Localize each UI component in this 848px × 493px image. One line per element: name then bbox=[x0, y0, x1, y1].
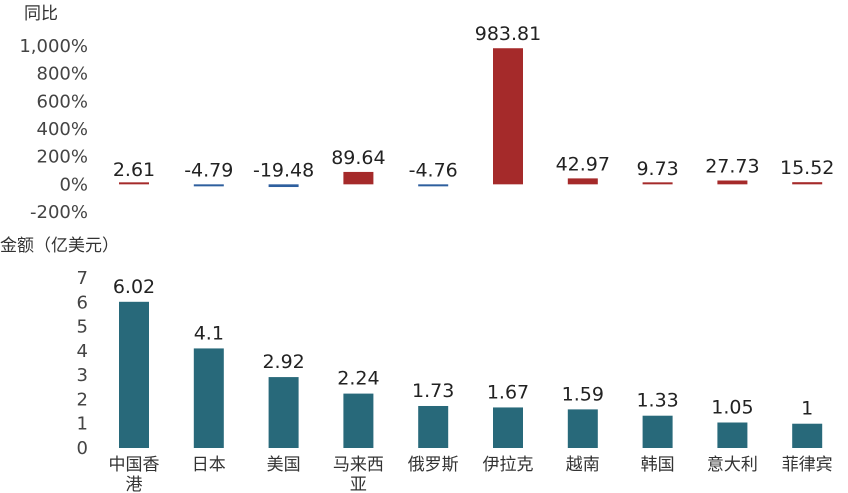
top-chart-bars bbox=[119, 48, 823, 188]
category-label: 菲律宾 bbox=[782, 455, 833, 475]
top-bar bbox=[642, 182, 673, 185]
top-data-label: 2.61 bbox=[113, 159, 155, 181]
bottom-data-label: 1.73 bbox=[412, 380, 454, 402]
top-data-label: 89.64 bbox=[331, 147, 385, 169]
bottom-data-label: 6.02 bbox=[113, 276, 155, 298]
top-bar bbox=[268, 184, 299, 188]
bottom-bar bbox=[193, 348, 224, 448]
top-data-label: -19.48 bbox=[253, 159, 314, 181]
top-y-tick-label: 200% bbox=[37, 147, 88, 168]
top-bar bbox=[193, 184, 224, 187]
top-chart-y-axis: -200% 0% 200% 400% 600% 800% 1,000% bbox=[19, 36, 88, 223]
bottom-y-tick-label: 4 bbox=[77, 341, 88, 362]
bottom-data-label: 1.67 bbox=[487, 381, 529, 403]
bottom-data-label: 1.05 bbox=[711, 397, 753, 419]
bottom-bar bbox=[119, 301, 149, 448]
category-label: 马来西 bbox=[333, 455, 384, 475]
top-data-label: -4.79 bbox=[184, 159, 233, 181]
bottom-chart-ylabel: 金额（亿美元） bbox=[0, 236, 119, 256]
category-label: 韩国 bbox=[641, 455, 675, 475]
category-label: 港 bbox=[126, 475, 143, 493]
bottom-y-tick-label: 0 bbox=[77, 438, 88, 459]
bottom-bar bbox=[642, 415, 673, 448]
bottom-bar bbox=[343, 393, 374, 448]
top-bar bbox=[792, 182, 823, 185]
bottom-data-label: 1 bbox=[801, 398, 813, 420]
bottom-y-tick-label: 5 bbox=[77, 317, 88, 338]
bottom-y-tick-label: 1 bbox=[77, 414, 88, 435]
category-label: 日本 bbox=[192, 455, 226, 475]
bottom-y-tick-label: 6 bbox=[77, 292, 88, 313]
top-data-label: 15.52 bbox=[780, 157, 834, 179]
bottom-data-label: 2.24 bbox=[337, 368, 379, 390]
top-data-label: 27.73 bbox=[705, 155, 759, 177]
bottom-y-tick-label: 7 bbox=[77, 268, 88, 289]
top-bar bbox=[119, 182, 149, 185]
top-data-label: -4.76 bbox=[409, 159, 458, 181]
bottom-y-tick-label: 3 bbox=[77, 365, 88, 386]
top-y-tick-label: 800% bbox=[37, 64, 88, 85]
top-data-label: 9.73 bbox=[636, 158, 678, 180]
category-label: 中国香 bbox=[109, 455, 160, 475]
bottom-bar bbox=[493, 407, 523, 448]
bottom-bar bbox=[567, 409, 598, 448]
bottom-chart-bars bbox=[119, 301, 823, 448]
category-label: 意大利 bbox=[707, 455, 758, 475]
category-label: 俄罗斯 bbox=[408, 455, 459, 475]
bottom-bar bbox=[418, 405, 449, 448]
bottom-data-label: 4.1 bbox=[194, 322, 224, 344]
top-y-tick-label: 1,000% bbox=[19, 36, 88, 57]
top-bar bbox=[418, 184, 449, 187]
bottom-bar bbox=[717, 422, 748, 448]
top-y-tick-label: -200% bbox=[30, 202, 88, 223]
category-label: 亚 bbox=[350, 475, 367, 493]
bottom-chart-y-axis: 0 1 2 3 4 5 6 7 bbox=[77, 268, 88, 459]
top-data-label: 983.81 bbox=[475, 23, 541, 45]
top-chart-ylabel: 同比 bbox=[24, 4, 58, 24]
bottom-y-tick-label: 2 bbox=[77, 389, 88, 410]
category-label: 越南 bbox=[566, 455, 600, 475]
bottom-chart-data-labels: 6.02 4.1 2.92 2.24 1.73 1.67 1.59 1.33 1.05 1 bbox=[113, 276, 813, 420]
top-data-label: 42.97 bbox=[556, 153, 610, 175]
bottom-data-label: 1.33 bbox=[636, 390, 678, 412]
top-chart-data-labels: 2.61 -4.79 -19.48 89.64 -4.76 983.81 42.97 9.73… bbox=[113, 23, 835, 181]
bottom-bar bbox=[792, 423, 823, 448]
bottom-data-label: 1.59 bbox=[562, 383, 604, 405]
top-bar bbox=[567, 178, 598, 185]
bottom-bar bbox=[268, 377, 299, 448]
category-label: 伊拉克 bbox=[483, 455, 534, 475]
top-bar bbox=[343, 171, 374, 185]
category-label: 美国 bbox=[267, 455, 301, 475]
bottom-data-label: 2.92 bbox=[262, 351, 304, 373]
top-y-tick-label: 0% bbox=[59, 174, 88, 195]
top-y-tick-label: 400% bbox=[37, 119, 88, 140]
top-y-tick-label: 600% bbox=[37, 91, 88, 112]
top-bar bbox=[493, 48, 523, 185]
top-bar bbox=[717, 180, 748, 185]
